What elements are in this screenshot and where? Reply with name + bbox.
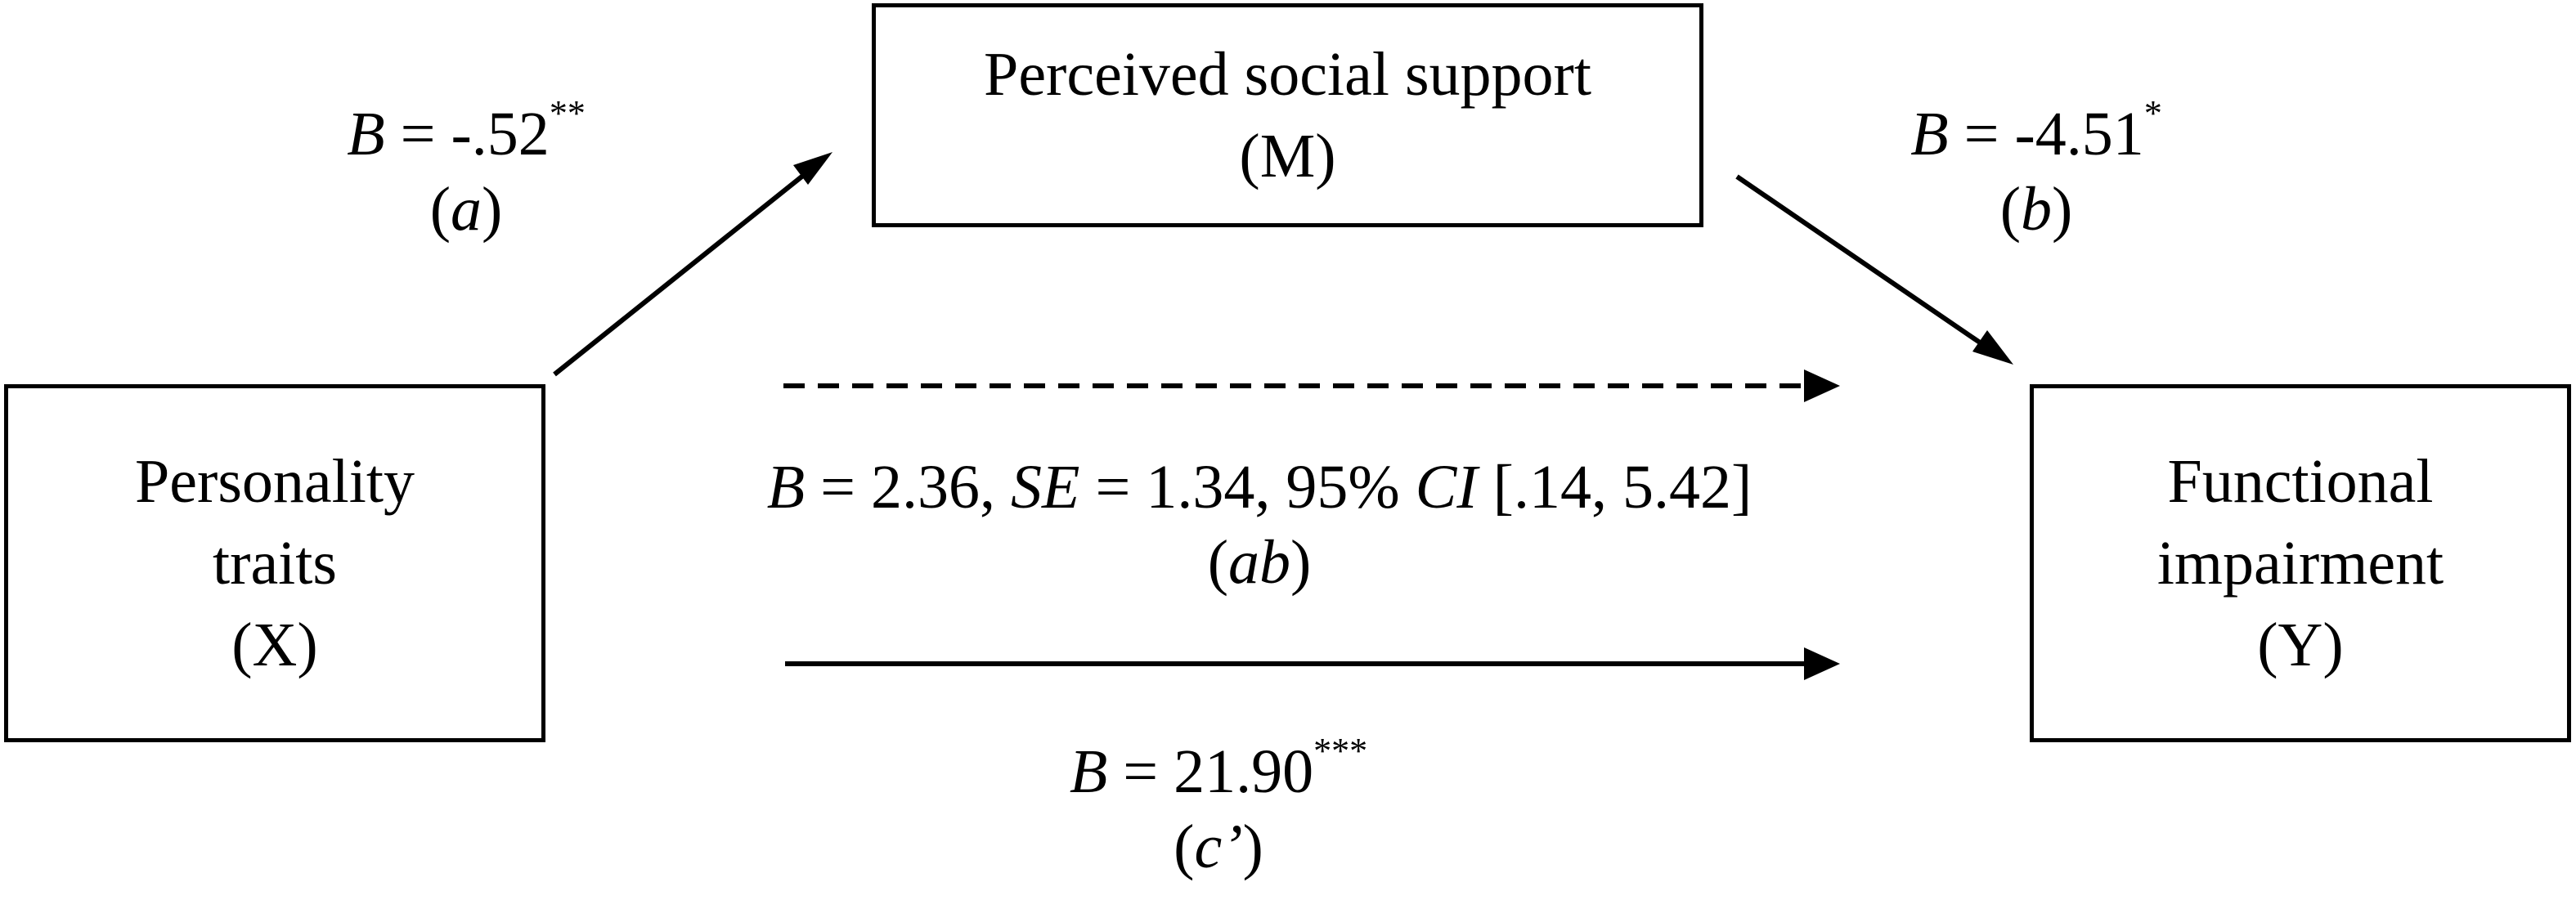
path-a-arrowhead <box>793 152 832 185</box>
node-perceived-social-support: Perceived social support (M) <box>872 3 1703 227</box>
node-m-line-2: (M) <box>1239 122 1336 190</box>
node-y-line-1: Functional <box>2167 447 2434 516</box>
path-b-open-paren: ( <box>1999 175 2021 244</box>
path-c-prime-value: 21.90 <box>1174 737 1314 806</box>
path-a-label: B = -.52** (a) <box>270 96 662 247</box>
path-ab-text-2: = 1.34, 95% <box>1079 453 1416 522</box>
path-c-prime-name: (c’) <box>949 809 1488 884</box>
path-c-prime-coefficient: B = 21.90*** <box>949 731 1488 809</box>
path-c-prime-close-paren: ) <box>1242 813 1263 881</box>
node-x-line-2: traits <box>213 529 337 598</box>
path-ab-close-paren: ) <box>1290 528 1312 597</box>
path-a-significance: ** <box>549 93 586 133</box>
path-a-value: -.52 <box>451 100 550 168</box>
path-b-name: (b) <box>1840 172 2233 247</box>
path-c-prime-label: B = 21.90*** (c’) <box>949 731 1488 884</box>
path-ab-arrowhead <box>1804 369 1840 402</box>
path-b-arrowhead <box>1972 330 2013 365</box>
path-b-significance: * <box>2143 93 2162 133</box>
path-c-prime-coef-symbol: B <box>1069 737 1108 806</box>
path-b-equals: = <box>1948 100 2015 168</box>
path-c-prime-name-text: c’ <box>1194 813 1243 881</box>
path-ab-text-3: [.14, 5.42] <box>1477 453 1752 522</box>
path-a-coef-symbol: B <box>347 100 385 168</box>
path-ab-text-1: = 2.36, <box>805 453 1012 522</box>
path-b-name-text: b <box>2021 175 2052 244</box>
path-a-name-text: a <box>451 175 482 244</box>
node-y-line-3: (Y) <box>2257 611 2344 679</box>
node-x-line-1: Personality <box>135 447 415 516</box>
path-a-name: (a) <box>270 172 662 247</box>
path-c-prime-open-paren: ( <box>1174 813 1195 881</box>
path-a-arrow <box>553 156 826 377</box>
path-c-prime-significance: *** <box>1313 731 1368 771</box>
path-ab-ci-symbol: CI <box>1415 453 1478 522</box>
path-ab-statistics: B = 2.36, SE = 1.34, 95% CI [.14, 5.42] <box>622 450 1897 525</box>
node-y-line-2: impairment <box>2156 529 2444 598</box>
path-b-value: -4.51 <box>2014 100 2144 168</box>
path-ab-se-symbol: SE <box>1011 453 1080 522</box>
path-c-prime-arrowhead <box>1804 647 1840 680</box>
path-b-close-paren: ) <box>2052 175 2073 244</box>
path-ab-name: (ab) <box>622 525 1897 600</box>
path-c-prime-equals: = <box>1107 737 1174 806</box>
path-b-label: B = -4.51* (b) <box>1840 96 2233 247</box>
path-a-equals: = <box>384 100 451 168</box>
path-ab-name-text: ab <box>1228 528 1290 597</box>
path-b-coefficient: B = -4.51* <box>1840 96 2233 172</box>
path-ab-coef-symbol: B <box>766 453 806 522</box>
path-a-coefficient: B = -.52** <box>270 96 662 172</box>
node-x-line-3: (X) <box>231 611 318 679</box>
path-a-open-paren: ( <box>429 175 451 244</box>
node-personality-traits: Personality traits (X) <box>4 384 545 742</box>
path-ab-open-paren: ( <box>1207 528 1228 597</box>
path-b-arrow <box>1735 174 1997 356</box>
node-functional-impairment: Functional impairment (Y) <box>2030 384 2571 742</box>
path-ab-label: B = 2.36, SE = 1.34, 95% CI [.14, 5.42] … <box>622 450 1897 600</box>
path-a-close-paren: ) <box>482 175 503 244</box>
node-m-line-1: Perceived social support <box>984 40 1591 109</box>
path-b-coef-symbol: B <box>1910 100 1949 168</box>
